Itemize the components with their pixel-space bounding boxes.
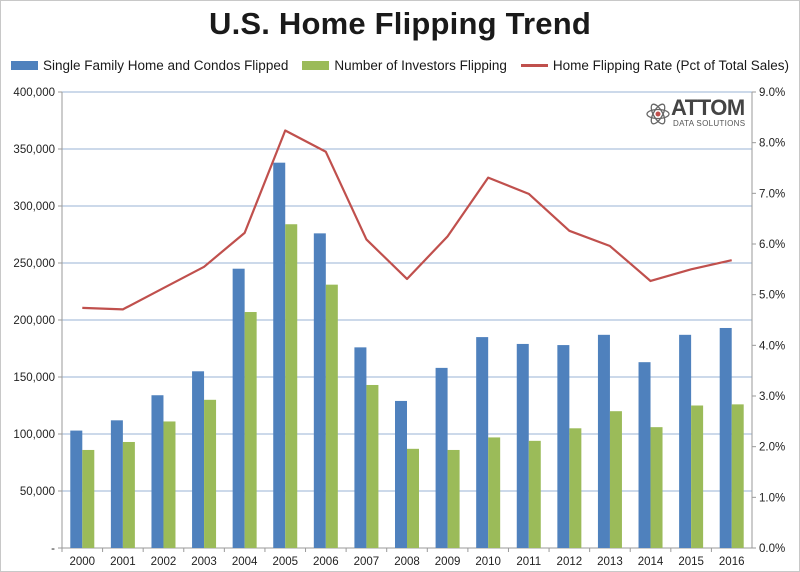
y-left-tick-label: 200,000 [13,315,55,327]
legend-item-homes-flipped: Single Family Home and Condos Flipped [10,58,289,73]
legend-swatch-flipping-rate [520,64,548,67]
bar-investors [488,437,501,548]
bar-homes-flipped [192,371,205,548]
y-right-tick-label: 0.0% [759,543,785,555]
bar-investors [447,449,460,548]
x-tick-label: 2016 [719,556,745,568]
y-left-tick-label: - [51,543,55,555]
bar-investors [82,449,95,548]
x-tick-label: 2002 [151,556,177,568]
bar-investors [204,399,217,548]
bar-investors [244,312,257,548]
y-right-tick-label: 7.0% [759,188,785,200]
bar-homes-flipped [151,395,164,548]
bar-homes-flipped [354,347,367,548]
bar-investors [528,440,541,548]
x-tick-label: 2007 [354,556,380,568]
bar-investors [285,224,298,549]
legend-label-investors: Number of Investors Flipping [334,58,507,73]
bar-homes-flipped [395,400,407,548]
logo-wordmark: ATTOM [671,95,745,120]
chart-legend: Single Family Home and Condos Flipped Nu… [0,58,800,73]
x-tick-label: 2009 [435,556,461,568]
attom-logo: ATTOM DATA SOLUTIONS [643,95,763,131]
bar-investors [691,405,704,548]
x-tick-label: 2004 [232,556,258,568]
bar-investors [609,411,622,548]
y-left-tick-label: 300,000 [13,201,55,213]
x-tick-label: 2013 [597,556,623,568]
y-left-tick-label: 100,000 [13,429,55,441]
y-right-tick-label: 8.0% [759,138,785,150]
y-right-tick-label: 5.0% [759,290,785,302]
y-right-tick-label: 1.0% [759,492,785,504]
y-right-tick-label: 9.0% [759,87,785,99]
x-tick-label: 2001 [110,556,136,568]
bar-homes-flipped [516,343,529,548]
y-left-tick-label: 350,000 [13,144,55,156]
bar-homes-flipped [110,420,123,548]
chart-title: U.S. Home Flipping Trend [209,6,591,41]
bar-homes-flipped [557,345,570,548]
y-right-tick-label: 3.0% [759,391,785,403]
x-tick-label: 2005 [272,556,298,568]
legend-item-investors: Number of Investors Flipping [302,58,507,73]
x-tick-label: 2011 [516,556,541,568]
y-left-tick-label: 50,000 [20,486,55,498]
atom-icon [646,103,670,125]
x-tick-label: 2015 [678,556,704,568]
bar-investors [407,448,419,548]
y-right-tick-label: 2.0% [759,442,785,454]
x-tick-label: 2014 [638,556,664,568]
legend-swatch-homes-flipped [10,61,38,70]
bar-investors [731,404,744,548]
legend-swatch-investors [302,61,330,70]
x-tick-label: 2006 [313,556,339,568]
bar-investors [366,384,379,548]
x-tick-label: 2003 [191,556,217,568]
bar-investors [650,427,663,548]
bar-homes-flipped [313,233,326,549]
bar-homes-flipped [273,162,286,548]
bar-investors [122,441,135,548]
bar-homes-flipped [70,430,83,548]
bar-homes-flipped [597,334,610,548]
bar-investors [569,428,582,548]
legend-label-flipping-rate: Home Flipping Rate (Pct of Total Sales) [552,58,790,73]
x-tick-label: 2000 [69,556,95,568]
bar-homes-flipped [232,268,245,548]
line-flipping-rate [82,129,732,311]
y-right-tick-label: 6.0% [759,239,785,251]
bar-homes-flipped [679,334,692,548]
x-tick-label: 2010 [475,556,501,568]
logo-tagline: DATA SOLUTIONS [673,119,746,128]
x-tick-label: 2012 [557,556,583,568]
bar-homes-flipped [476,337,489,548]
bar-homes-flipped [638,362,651,548]
bar-investors [325,284,338,548]
y-right-tick-label: 4.0% [759,340,785,352]
y-left-tick-label: 150,000 [13,372,55,384]
y-left-tick-label: 400,000 [13,87,55,99]
bar-homes-flipped [719,327,732,548]
y-left-tick-label: 250,000 [13,258,55,270]
bar-investors [163,421,176,548]
legend-label-homes-flipped: Single Family Home and Condos Flipped [42,58,289,73]
legend-item-flipping-rate: Home Flipping Rate (Pct of Total Sales) [520,58,790,73]
bar-homes-flipped [435,367,448,548]
x-tick-label: 2008 [394,556,420,568]
